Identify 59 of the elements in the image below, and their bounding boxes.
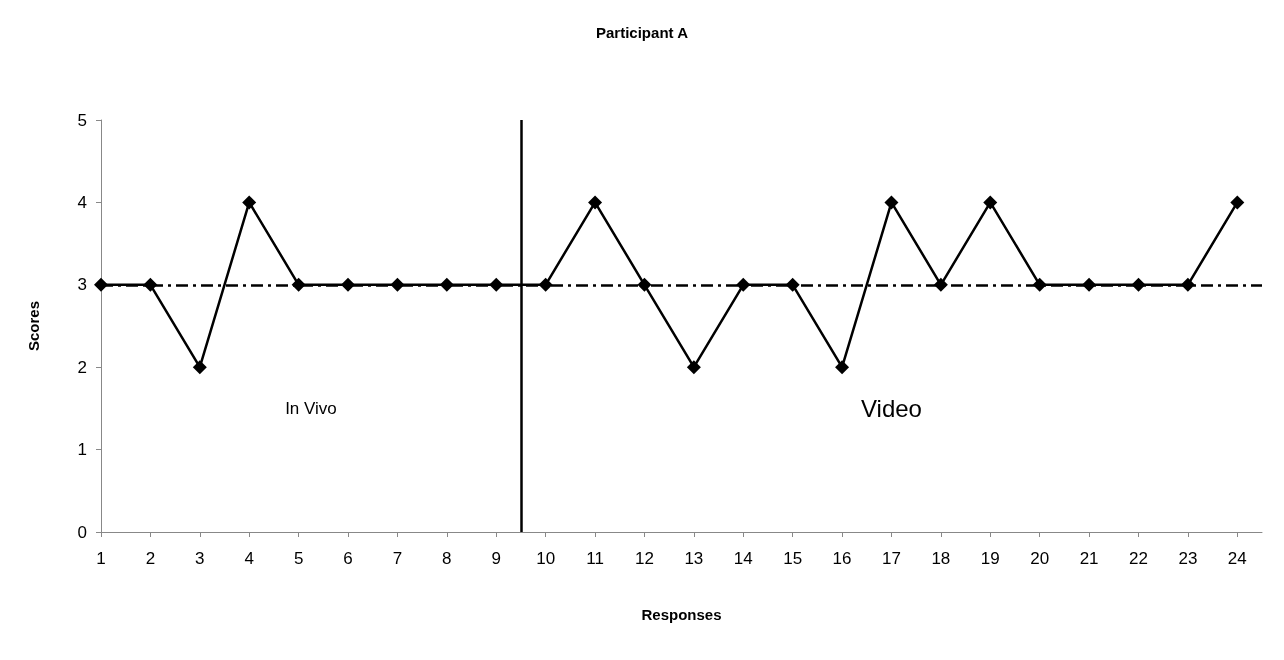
point (1032, 277, 1047, 292)
point (884, 195, 899, 210)
point (291, 277, 306, 292)
x-tick-label: 19 (980, 549, 1000, 568)
x-tick-label: 18 (931, 549, 951, 568)
point (341, 277, 356, 292)
point (192, 360, 207, 375)
point (94, 277, 108, 292)
point (835, 360, 850, 375)
x-tick-label: 24 (1227, 549, 1247, 568)
x-tick-label: 2 (145, 549, 156, 568)
point (143, 277, 158, 292)
chart-title: Participant A (596, 24, 689, 41)
point (983, 195, 998, 210)
y-axis-title: Scores (25, 300, 42, 352)
annotation: Video (860, 394, 922, 422)
point (736, 277, 751, 292)
x-tick-label: 22 (1129, 549, 1148, 568)
x-tick-label: 13 (684, 549, 704, 568)
x-tick-label: 20 (1030, 549, 1050, 568)
point (686, 360, 701, 375)
x-tick-label: 1 (96, 549, 106, 568)
x-tick-label: 10 (536, 549, 556, 568)
point (1180, 277, 1195, 292)
y-tick-label: 2 (77, 357, 87, 377)
x-tick-label: 23 (1178, 549, 1198, 568)
point (1131, 277, 1146, 292)
x-tick-label: 3 (195, 549, 205, 568)
x-tick-label: 8 (442, 549, 452, 568)
point (538, 277, 553, 292)
y-tick-label: 0 (77, 522, 87, 542)
point (489, 277, 504, 292)
point (439, 277, 454, 292)
x-tick-label: 6 (343, 549, 353, 568)
x-tick-label: 14 (733, 549, 753, 568)
annotation: In Vivo (285, 398, 337, 418)
x-tick-label: 17 (882, 549, 901, 568)
point (637, 277, 652, 292)
y-tick-label: 4 (77, 192, 87, 212)
x-tick-label: 9 (491, 549, 501, 568)
point (242, 195, 257, 210)
point (588, 195, 603, 210)
point (1082, 277, 1097, 292)
point (390, 277, 405, 292)
x-tick-label: 12 (634, 549, 654, 568)
x-tick-label: 15 (783, 549, 803, 568)
x-tick-label: 5 (293, 549, 304, 568)
x-tick-label: 21 (1079, 549, 1099, 568)
y-tick-label: 5 (77, 110, 87, 130)
point (933, 277, 948, 292)
point (1230, 195, 1245, 210)
x-tick-label: 4 (244, 549, 254, 568)
y-tick-label: 3 (77, 275, 87, 295)
x-tick-label: 7 (392, 549, 403, 568)
y-tick-label: 1 (77, 440, 87, 460)
x-tick-label: 11 (586, 549, 604, 568)
x-tick-label: 16 (832, 549, 852, 568)
point (785, 277, 800, 292)
x-axis-title: Responses (641, 606, 722, 623)
